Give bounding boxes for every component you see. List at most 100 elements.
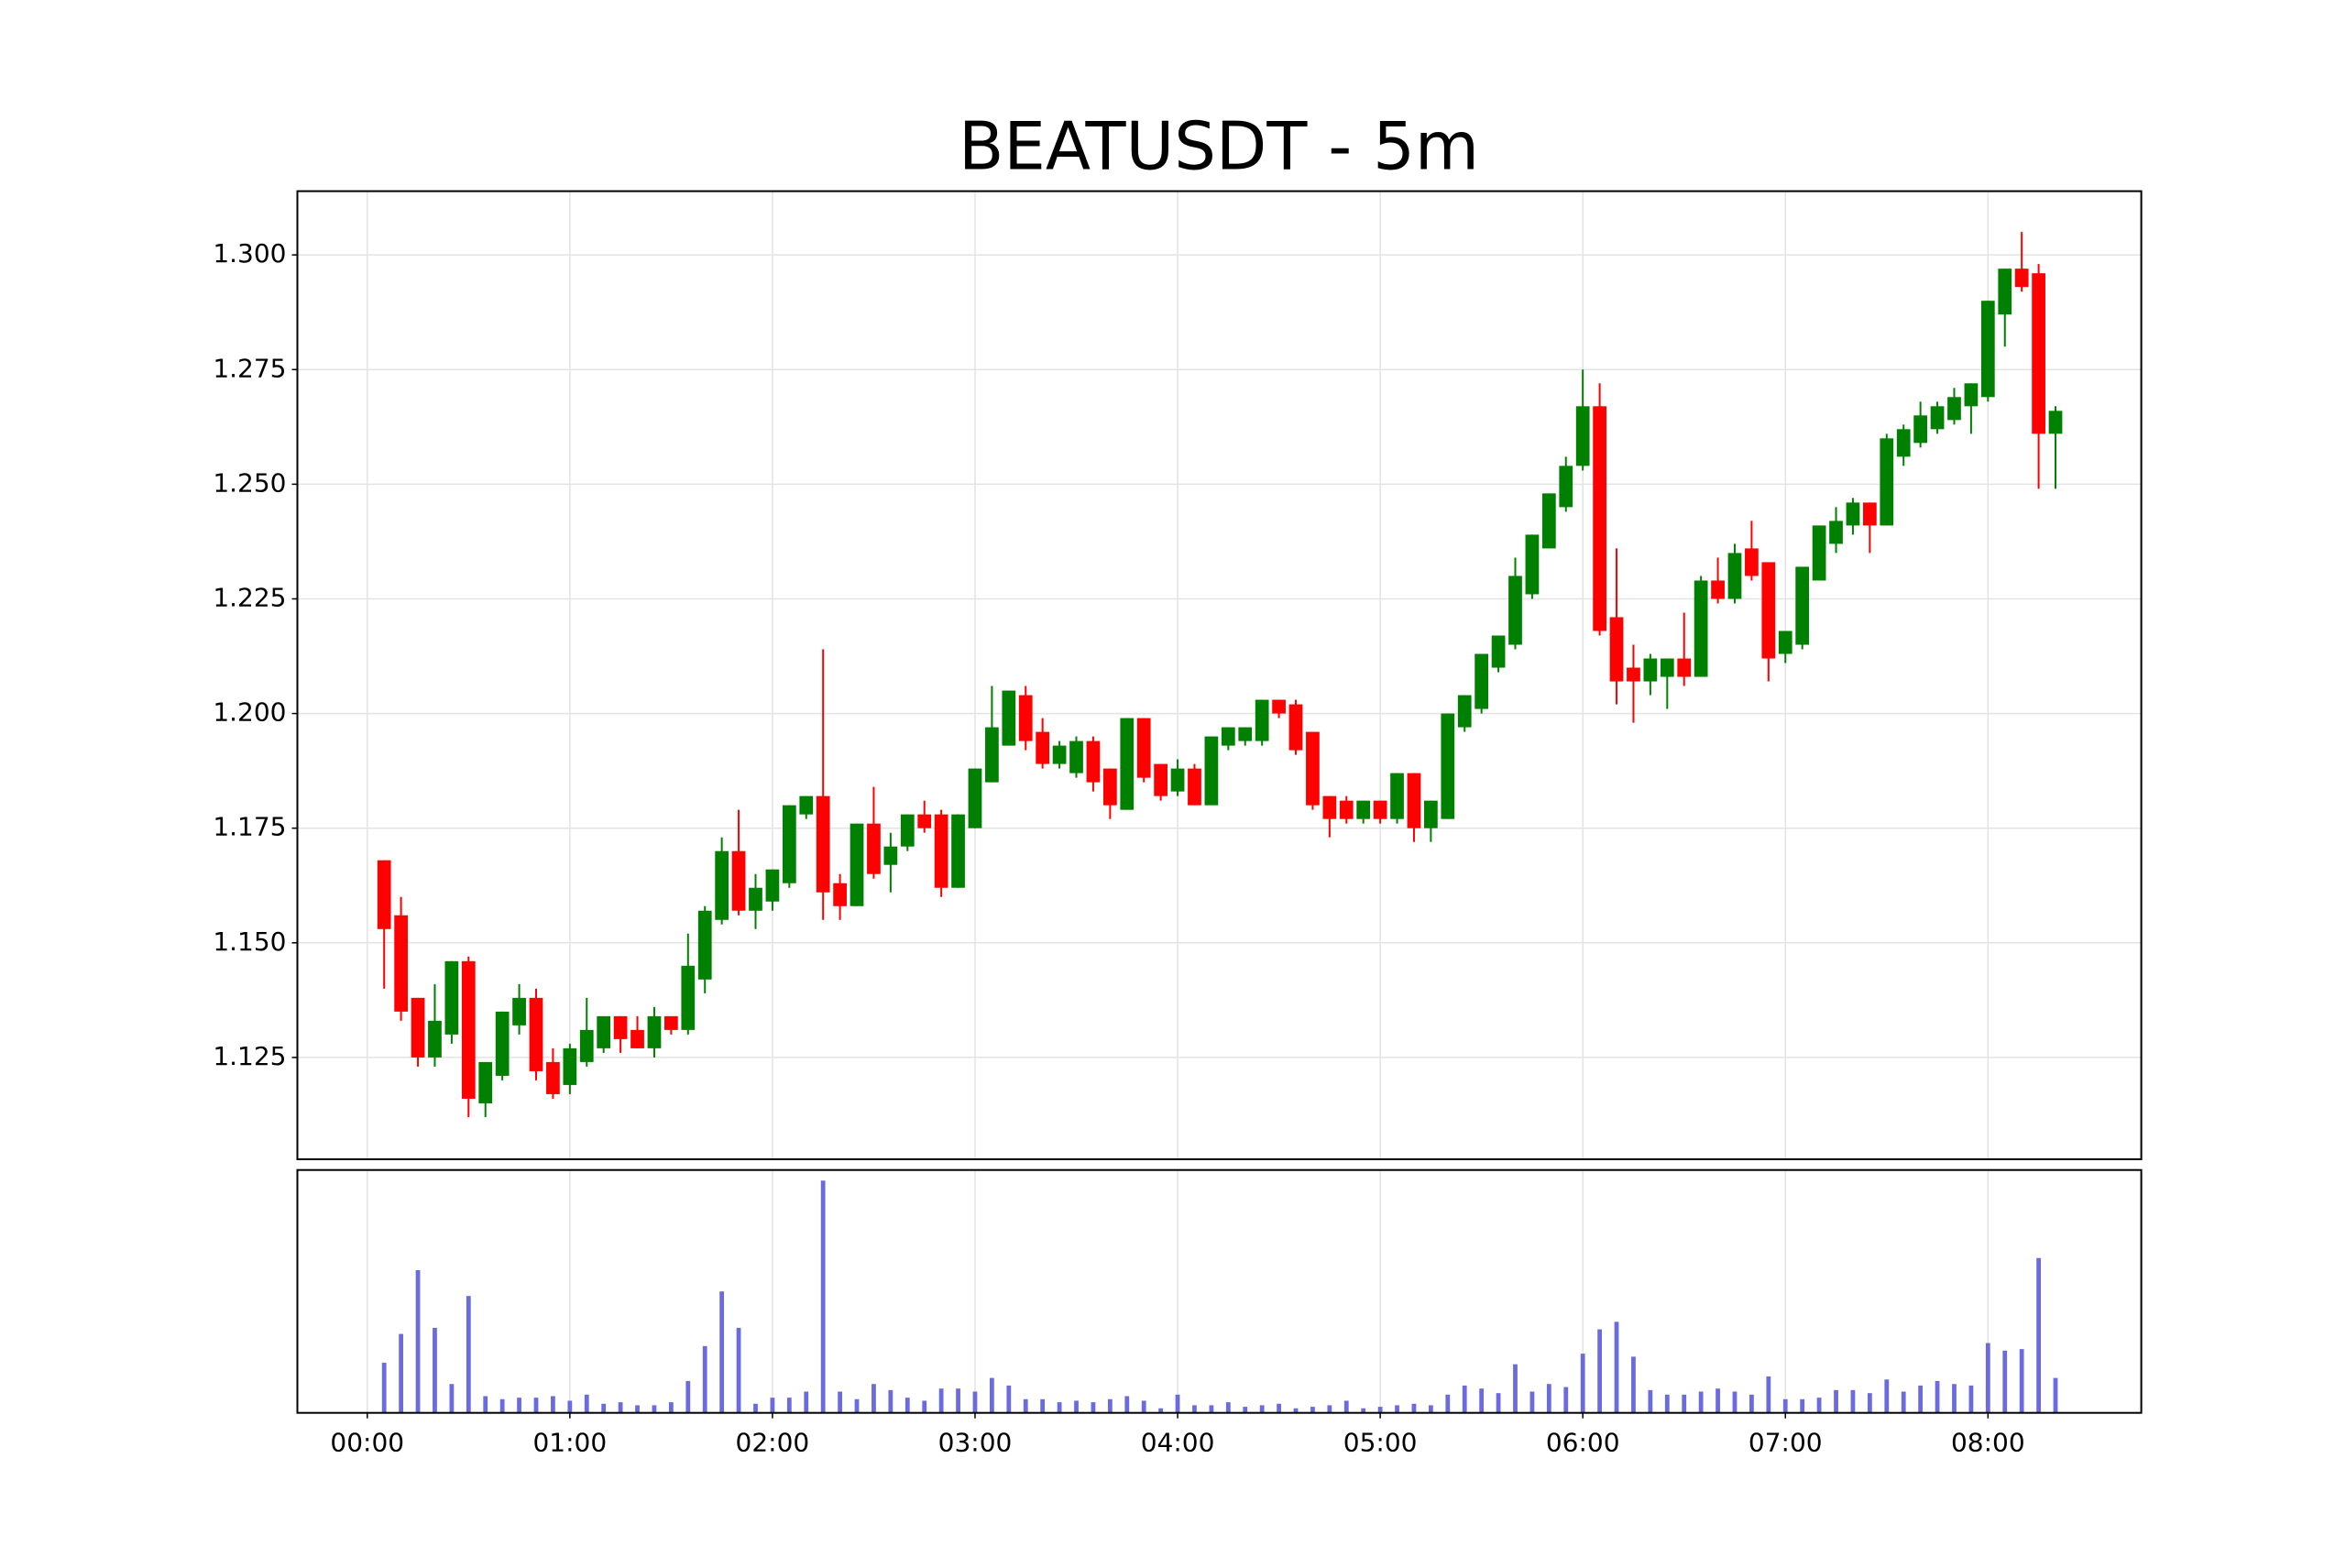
x-tick-label: 02:00 <box>736 1428 810 1458</box>
y-tick-label: 1.150 <box>213 927 286 957</box>
candle-body <box>1373 800 1387 819</box>
candle-body <box>1120 718 1135 810</box>
candle-body <box>444 960 459 1035</box>
candle-body <box>613 1015 628 1039</box>
volume-bar <box>888 1389 893 1413</box>
candle-body <box>1761 562 1776 659</box>
chart-title: BEATUSDT - 5m <box>959 108 1479 185</box>
candle-body <box>1069 740 1083 773</box>
candle-body <box>1457 695 1472 728</box>
y-tick-label: 1.225 <box>213 582 286 612</box>
volume-bar <box>601 1403 607 1413</box>
y-tick-label: 1.200 <box>213 697 286 728</box>
x-tick-label: 08:00 <box>1951 1428 2025 1458</box>
candle-body <box>1508 576 1522 645</box>
volume-bar <box>415 1270 421 1413</box>
volume-bar <box>1682 1394 1687 1413</box>
volume-bar <box>938 1388 944 1413</box>
candle-body <box>478 1061 493 1103</box>
volume-bar <box>584 1394 589 1413</box>
candle-body <box>597 1015 611 1048</box>
volume-bar <box>433 1327 437 1413</box>
plot-frame <box>296 190 2143 1161</box>
candle-body <box>546 1061 560 1094</box>
volume-bar <box>1546 1384 1551 1413</box>
candle-body <box>968 768 982 828</box>
x-tick-label: 04:00 <box>1141 1428 1215 1458</box>
volume-bar <box>1884 1379 1890 1413</box>
volume-bar <box>1277 1403 1281 1413</box>
volume-bar <box>1006 1385 1012 1413</box>
volume-bar <box>956 1388 960 1413</box>
candle-body <box>1812 525 1826 581</box>
volume-bar <box>483 1396 488 1413</box>
volume-bar <box>990 1377 994 1413</box>
volume-bar <box>1124 1396 1130 1413</box>
candle-body <box>1541 493 1556 549</box>
volume-bar <box>854 1398 860 1413</box>
candle-body <box>985 727 999 783</box>
volume-bar <box>1918 1385 1924 1413</box>
candle-body <box>1694 580 1708 677</box>
y-tick-label: 1.125 <box>213 1041 286 1071</box>
candle-body <box>1998 269 2012 315</box>
volume-bar <box>1293 1408 1299 1413</box>
candle-body <box>2048 411 2063 434</box>
volume-bar <box>1985 1343 1990 1413</box>
candle-body <box>1339 800 1354 819</box>
volume-bar <box>551 1396 555 1413</box>
candle-body <box>1154 763 1168 796</box>
volume-bar <box>533 1398 539 1413</box>
volume-bar <box>1968 1385 1974 1413</box>
volume-bar <box>449 1384 455 1413</box>
candle-body <box>664 1015 678 1030</box>
candle-body <box>1288 704 1303 751</box>
volume-bar <box>1209 1405 1214 1413</box>
x-tick-label: 06:00 <box>1546 1428 1620 1458</box>
candle-body <box>579 1029 594 1062</box>
volume-bar <box>922 1400 927 1413</box>
volume-bar <box>1631 1356 1636 1413</box>
candle-body <box>495 1011 510 1076</box>
candle-body <box>1896 429 1911 457</box>
candle-body <box>1862 502 1877 526</box>
candle-body <box>647 1015 662 1048</box>
candle-body <box>377 860 391 929</box>
volume-bar <box>635 1405 640 1413</box>
volume-bar <box>1782 1398 1788 1413</box>
candle-body <box>1086 740 1101 783</box>
volume-bar <box>872 1384 876 1413</box>
candle-body <box>934 814 948 888</box>
volume-bar <box>1377 1407 1383 1413</box>
volume-bar <box>1158 1408 1164 1413</box>
candle-body <box>1829 521 1843 544</box>
candle-body <box>1018 695 1033 741</box>
candle-body <box>394 915 408 1012</box>
volume-bar <box>1901 1391 1906 1413</box>
candle-body <box>563 1047 577 1085</box>
candle-body <box>1778 630 1792 654</box>
candle-body <box>1711 580 1725 599</box>
volume-bar <box>1107 1398 1113 1413</box>
volume-bar <box>1361 1408 1366 1413</box>
candle-body <box>731 850 746 911</box>
candle-body <box>900 814 915 847</box>
volume-bar <box>1867 1393 1872 1413</box>
volume-bar <box>1698 1391 1704 1413</box>
volume-bar <box>1057 1402 1062 1413</box>
y-tick-label: 1.275 <box>213 353 286 383</box>
volume-bar <box>1614 1321 1619 1413</box>
volume-bar <box>1800 1398 1805 1413</box>
volume-bar <box>2019 1349 2024 1413</box>
candle-body <box>1407 773 1421 828</box>
x-tick-label: 03:00 <box>938 1428 1013 1458</box>
volume-bar <box>1816 1398 1822 1413</box>
candle-body <box>1036 731 1050 764</box>
candle-body <box>1964 383 1979 407</box>
volume-bar <box>1259 1405 1265 1413</box>
volume-bar <box>1716 1388 1720 1413</box>
candle-body <box>765 869 780 902</box>
volume-bar <box>904 1398 910 1413</box>
candle-body <box>411 997 425 1058</box>
